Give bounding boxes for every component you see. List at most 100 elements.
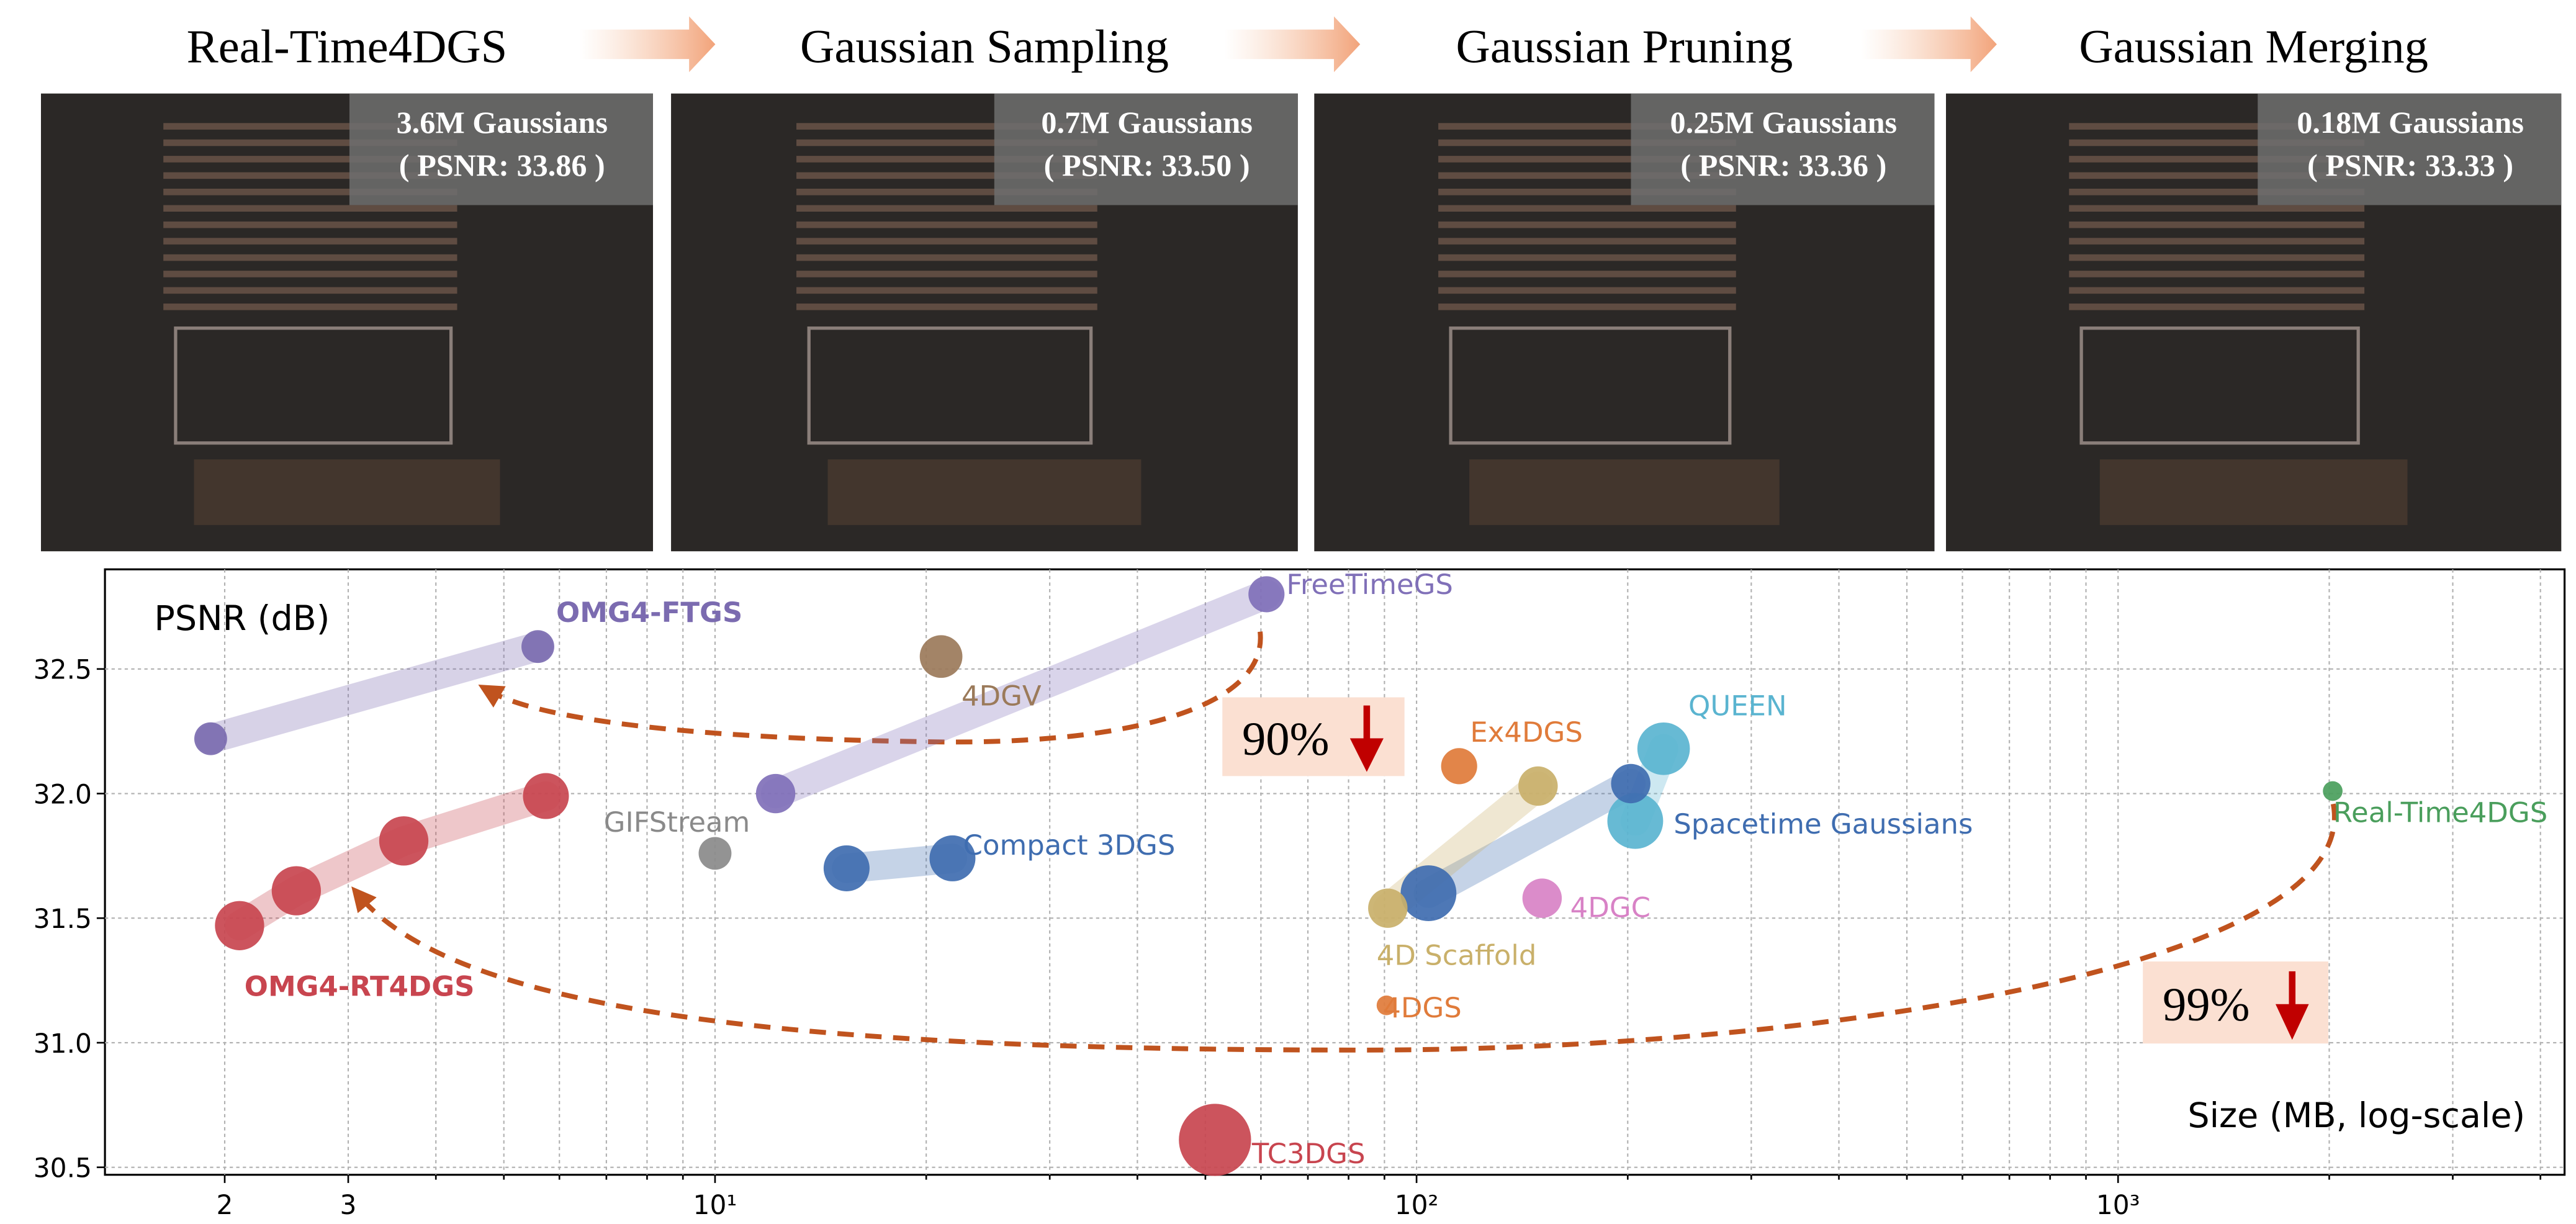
point-label: Spacetime Gaussians (1673, 808, 1973, 840)
point-label: 4DGC (1570, 891, 1651, 924)
point (919, 635, 963, 678)
image-detail (163, 172, 457, 179)
gaussian-count: 0.7M Gaussians (1041, 105, 1252, 140)
point (698, 837, 732, 870)
image-detail (163, 123, 457, 130)
y-tick-label: 31.0 (34, 1028, 92, 1059)
gaussian-count: 0.25M Gaussians (1670, 105, 1898, 140)
image-detail (2069, 139, 2365, 146)
image-detail (796, 172, 1097, 179)
point (755, 773, 796, 814)
image-detail (163, 156, 457, 163)
image-detail (163, 139, 457, 146)
annotation: 90% (1242, 713, 1329, 765)
point (2323, 781, 2343, 801)
image-detail (1449, 326, 1732, 445)
image-detail (1438, 123, 1736, 130)
point (523, 773, 569, 819)
image-detail (2069, 123, 2365, 130)
x-tick-label: 10³ (2096, 1190, 2140, 1220)
image-detail (2069, 188, 2365, 196)
dashed-arrow (351, 803, 2337, 1053)
image-detail (1438, 221, 1736, 228)
point (1522, 878, 1562, 918)
image-detail (1438, 304, 1736, 310)
info-box (2258, 93, 2562, 205)
image-detail (796, 205, 1097, 212)
image-detail (1438, 139, 1736, 146)
annotation-box (2143, 961, 2328, 1044)
point-label: Real-Time4DGS (2333, 796, 2547, 829)
point (521, 630, 554, 664)
image-detail (1438, 188, 1736, 196)
psnr: ( PSNR: 33.33 ) (2307, 148, 2513, 182)
image-detail (2069, 238, 2365, 245)
grid: 30.5 31.0 31.5 32.0 32.5 2 3 10¹ 10² 10³ (34, 569, 2565, 1220)
plot-area (104, 568, 2566, 1176)
x-tick-label: 10² (1395, 1190, 1439, 1220)
point-label: Ex4DGS (1470, 716, 1582, 749)
image-detail (2069, 205, 2365, 212)
image-detail (796, 287, 1097, 294)
psnr: ( PSNR: 33.86 ) (399, 148, 605, 182)
image-detail (194, 459, 500, 525)
point-label: FreeTimeGS (1286, 568, 1453, 601)
stage-title: Gaussian Pruning (1456, 20, 1793, 73)
x-tick-label: 3 (340, 1190, 357, 1220)
stage-title: Real-Time4DGS (187, 20, 508, 73)
image-detail (1438, 172, 1736, 179)
pipeline: Real-Time4DGS 3.6M Gaussians ( PSNR: 33.86… (40, 16, 2562, 552)
point (1518, 766, 1558, 806)
point (1611, 763, 1651, 804)
image-detail (1438, 287, 1736, 294)
image-detail (2069, 172, 2365, 179)
gaussian-count: 3.6M Gaussians (397, 105, 608, 140)
stage-title: Gaussian Merging (2079, 20, 2428, 73)
image-detail (163, 271, 457, 277)
point (1368, 888, 1408, 928)
trend-line (225, 781, 561, 941)
stage-arrow (1223, 16, 1361, 73)
point (929, 835, 976, 881)
image-detail (163, 221, 457, 228)
point-label: OMG4-RT4DGS (245, 970, 475, 1003)
point (194, 722, 227, 755)
x-axis-label: Size (MB, log-scale) (2187, 1096, 2525, 1136)
point (379, 816, 429, 866)
image-detail (796, 188, 1097, 196)
image-detail (807, 326, 1093, 445)
point (1441, 748, 1477, 785)
image-detail (163, 254, 457, 261)
image-detail (2069, 271, 2365, 277)
image-detail (796, 139, 1097, 146)
point-label: 4DGS (1383, 991, 1462, 1024)
stage-arrow (1860, 16, 1997, 73)
image-detail (1469, 459, 1780, 525)
image-detail (796, 238, 1097, 245)
point (1607, 793, 1664, 849)
annotation-box (1222, 697, 1405, 776)
image-detail (163, 205, 457, 212)
image-detail (796, 123, 1097, 130)
image-detail (2099, 459, 2408, 525)
image-detail (796, 221, 1097, 228)
image-detail (796, 271, 1097, 277)
image-detail (163, 304, 457, 310)
psnr: ( PSNR: 33.50 ) (1044, 148, 1250, 182)
point (823, 845, 870, 891)
trend-line (760, 579, 1282, 809)
image-detail (2069, 304, 2365, 310)
image-detail (2069, 156, 2365, 163)
image-detail (2069, 287, 2365, 294)
annotation: 99% (2163, 978, 2249, 1031)
image-detail (1438, 254, 1736, 261)
point-label: GIFStream (604, 806, 750, 839)
image-detail (1438, 205, 1736, 212)
info-box (994, 93, 1298, 205)
image-detail (796, 304, 1097, 310)
point-label: Compact 3DGS (963, 829, 1176, 862)
image-detail (827, 459, 1142, 525)
image-detail (174, 326, 453, 445)
